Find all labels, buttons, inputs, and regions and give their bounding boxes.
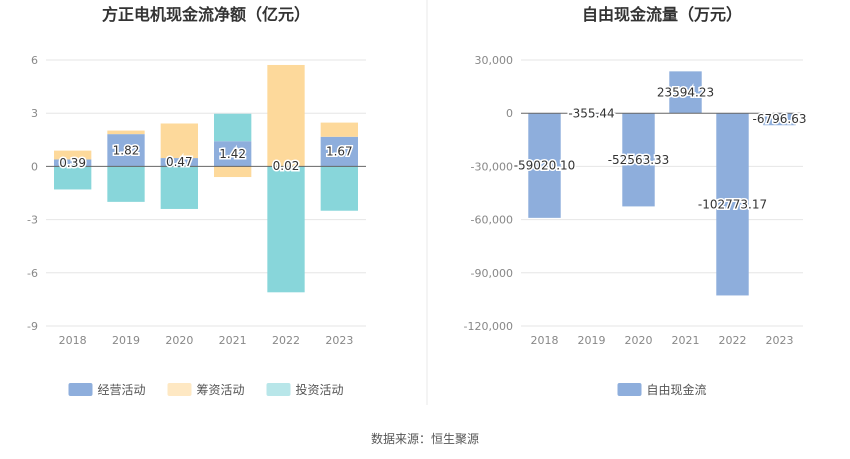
data-label: -6796.63 [753, 112, 807, 126]
bar-投资活动-2020 [160, 166, 198, 209]
x-tick-label: 2018 [59, 334, 87, 347]
x-tick-label: 2020 [625, 334, 653, 347]
y-tick-label: 0 [506, 107, 513, 120]
y-tick-label: -60,000 [471, 214, 513, 227]
bar-投资活动-2023 [320, 166, 358, 211]
free-cashflow-chart: 自由现金流量（万元） 30,000 0 -30,000 -60,000 -90,000 -1… [464, 5, 808, 397]
y-tick-label: 30,000 [475, 54, 514, 67]
y-tick-label: -120,000 [464, 320, 513, 333]
data-label: 0.02 [273, 159, 300, 173]
y-tick-label: -9 [27, 320, 38, 333]
bar-筹资活动-2022 [267, 64, 305, 167]
y-tick-label: 3 [31, 107, 38, 120]
bar-经营活动-2019 [107, 134, 145, 167]
legend-label: 筹资活动 [197, 383, 245, 397]
data-label: 1.42 [219, 147, 246, 161]
bar-经营活动-2018 [54, 159, 92, 167]
bar-筹资活动-2023 [320, 122, 358, 137]
data-label: 23594.23 [657, 85, 714, 99]
x-tick-label: 2021 [219, 334, 247, 347]
legend-label: 投资活动 [296, 382, 344, 397]
chart-title: 自由现金流量（万元） [582, 5, 742, 24]
cashflow-chart: 方正电机现金流净额（亿元） 6 3 0 -3 -6 -9 0.39 1.82 0.47 1.42 0.… [27, 5, 366, 397]
bar-筹资活动-2021 [214, 166, 252, 178]
x-tick-label: 2022 [272, 334, 300, 347]
bar-投资活动-2022 [267, 166, 305, 293]
source-note: 数据来源：恒生聚源 [371, 431, 479, 446]
x-tick-label: 2019 [112, 334, 140, 347]
y-tick-label: -90,000 [471, 267, 513, 280]
legend-label: 自由现金流 [647, 382, 707, 397]
bar-经营活动-2023 [320, 136, 358, 167]
bar-自由现金流-2021 [669, 71, 702, 114]
chart-title: 方正电机现金流净额（亿元） [102, 5, 310, 24]
bar-筹资活动-2020 [160, 123, 198, 159]
x-tick-label: 2019 [578, 334, 606, 347]
bar-投资活动-2018 [54, 166, 92, 190]
bar-筹资活动-2019 [107, 130, 145, 135]
data-label: -52563.33 [608, 153, 670, 167]
y-tick-label: -30,000 [471, 160, 513, 173]
bar-自由现金流-2023 [763, 113, 796, 126]
x-tick-label: 2023 [766, 334, 794, 347]
y-tick-label: 0 [31, 160, 38, 173]
data-label: -355.44 [568, 107, 614, 121]
y-tick-label: 6 [31, 54, 38, 67]
x-tick-label: 2018 [531, 334, 559, 347]
bar-自由现金流-2022 [716, 113, 749, 296]
legend-label: 经营活动 [98, 383, 146, 397]
legend-swatch [68, 383, 93, 396]
bar-投资活动-2021 [214, 113, 252, 142]
data-label: 1.82 [113, 143, 140, 157]
legend-swatch [266, 383, 291, 396]
bar-筹资活动-2018 [54, 150, 92, 160]
x-tick-label: 2022 [719, 334, 747, 347]
bar-经营活动-2020 [160, 158, 198, 167]
bar-自由现金流-2018 [528, 113, 561, 218]
y-tick-label: -6 [27, 267, 38, 280]
x-tick-label: 2021 [672, 334, 700, 347]
legend-swatch [167, 383, 192, 396]
data-label: 1.67 [326, 145, 353, 159]
data-label: 0.39 [59, 156, 86, 170]
y-tick-label: -3 [27, 214, 38, 227]
bar-自由现金流-2020 [622, 113, 655, 207]
bar-投资活动-2019 [107, 166, 145, 202]
data-label: -59020.10 [514, 159, 576, 173]
legend-swatch [617, 383, 642, 396]
data-label: 0.47 [166, 155, 193, 169]
x-tick-label: 2020 [165, 334, 193, 347]
x-tick-label: 2023 [325, 334, 353, 347]
bar-经营活动-2021 [214, 141, 252, 167]
data-label: -102773.17 [698, 197, 767, 211]
